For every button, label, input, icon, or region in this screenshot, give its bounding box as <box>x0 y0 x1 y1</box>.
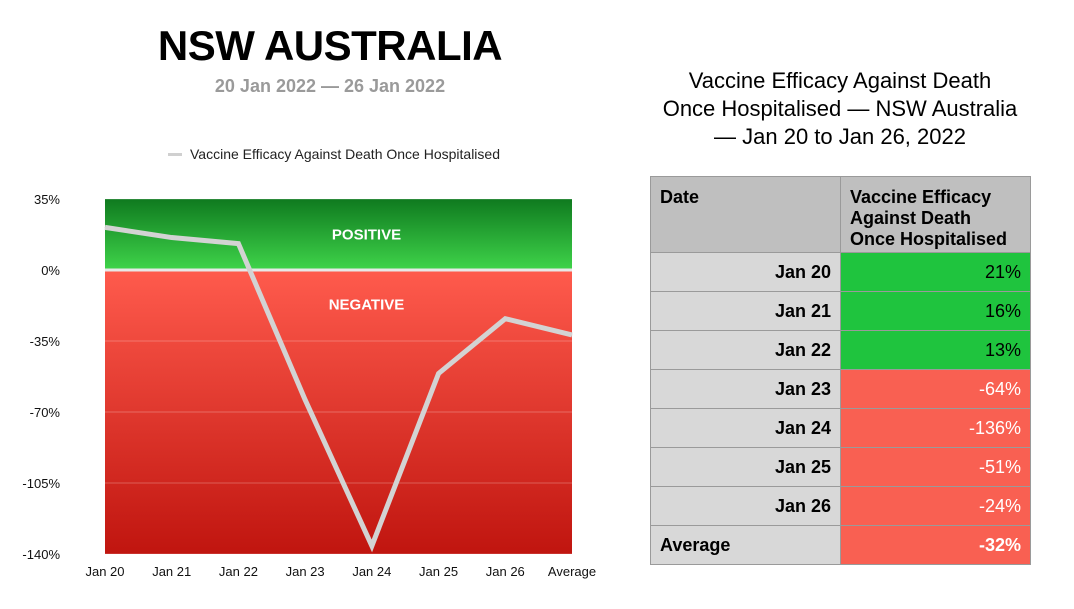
table-row: Jan 20 21% <box>650 252 1031 292</box>
efficacy-series-line <box>104 224 573 553</box>
date-cell: Jan 25 <box>650 447 841 487</box>
x-tick-label: Jan 21 <box>152 564 191 579</box>
average-value-cell: -32% <box>840 525 1031 565</box>
x-tick-label: Jan 20 <box>85 564 124 579</box>
page-title: NSW AUSTRALIA <box>157 22 503 69</box>
header-efficacy: Vaccine Efficacy Against Death Once Hosp… <box>840 176 1031 253</box>
legend-label: Vaccine Efficacy Against Death Once Hosp… <box>190 146 500 162</box>
negative-region <box>105 270 572 554</box>
table-row: Jan 21 16% <box>650 291 1031 331</box>
x-tick-label: Average <box>548 564 596 579</box>
data-point <box>438 372 440 374</box>
header-date: Date <box>650 176 841 253</box>
x-tick-label: Jan 24 <box>352 564 391 579</box>
table-row: Jan 22 13% <box>650 330 1031 370</box>
table-title-line-1: Vaccine Efficacy Against Death <box>688 68 992 93</box>
y-tick-label: -105% <box>22 476 60 491</box>
y-tick-label: 0% <box>41 263 60 278</box>
data-point <box>237 243 239 245</box>
efficacy-value-cell: -64% <box>840 369 1031 409</box>
x-tick-label: Jan 26 <box>486 564 525 579</box>
positive-region-label: POSITIVE <box>332 227 401 244</box>
data-point <box>171 237 173 239</box>
chart-legend: Vaccine Efficacy Against Death Once Hosp… <box>168 146 500 162</box>
date-cell: Jan 23 <box>650 369 841 409</box>
x-tick-label: Jan 23 <box>286 564 325 579</box>
average-label-cell: Average <box>650 525 841 565</box>
y-tick-label: -35% <box>30 334 61 349</box>
date-cell: Jan 20 <box>650 252 841 292</box>
data-point <box>571 334 573 336</box>
table-row: Jan 24 -136% <box>650 408 1031 448</box>
x-tick-label: Jan 22 <box>219 564 258 579</box>
efficacy-value-cell: 13% <box>840 330 1031 370</box>
efficacy-table: Date Vaccine Efficacy Against Death Once… <box>650 176 1031 565</box>
legend-line-swatch <box>168 152 182 156</box>
table-title: Vaccine Efficacy Against Death Once Hosp… <box>640 67 1040 151</box>
data-point <box>371 545 373 547</box>
table-title-line-2: Once Hospitalised — NSW Australia <box>662 96 1018 121</box>
date-cell: Jan 22 <box>650 330 841 370</box>
negative-region-label: NEGATIVE <box>329 296 405 313</box>
data-point <box>504 318 506 320</box>
positive-region <box>105 199 572 270</box>
table-row: Jan 25 -51% <box>650 447 1031 487</box>
efficacy-value-cell: -51% <box>840 447 1031 487</box>
date-range-subtitle: 20 Jan 2022 — 26 Jan 2022 <box>214 76 446 96</box>
table-title-line-3: — Jan 20 to Jan 26, 2022 <box>714 124 966 149</box>
efficacy-value-cell: 16% <box>840 291 1031 331</box>
date-cell: Jan 21 <box>650 291 841 331</box>
table-row: Jan 26 -24% <box>650 486 1031 526</box>
y-tick-label: 35% <box>34 192 60 207</box>
efficacy-value-cell: -24% <box>840 486 1031 526</box>
date-cell: Jan 26 <box>650 486 841 526</box>
y-tick-label: -140% <box>22 547 60 562</box>
table-average-row: Average -32% <box>650 525 1031 565</box>
data-point <box>104 226 106 228</box>
efficacy-value-cell: -136% <box>840 408 1031 448</box>
y-tick-label: -70% <box>30 405 61 420</box>
table-row: Jan 23 -64% <box>650 369 1031 409</box>
data-point <box>304 399 306 401</box>
table-header-row: Date Vaccine Efficacy Against Death Once… <box>650 176 1031 253</box>
efficacy-line-chart: 35% 0% -35% -70% -105% -140% POSITIVE NEGATIVE J… <box>22 192 596 579</box>
date-cell: Jan 24 <box>650 408 841 448</box>
x-tick-label: Jan 25 <box>419 564 458 579</box>
efficacy-value-cell: 21% <box>840 252 1031 292</box>
